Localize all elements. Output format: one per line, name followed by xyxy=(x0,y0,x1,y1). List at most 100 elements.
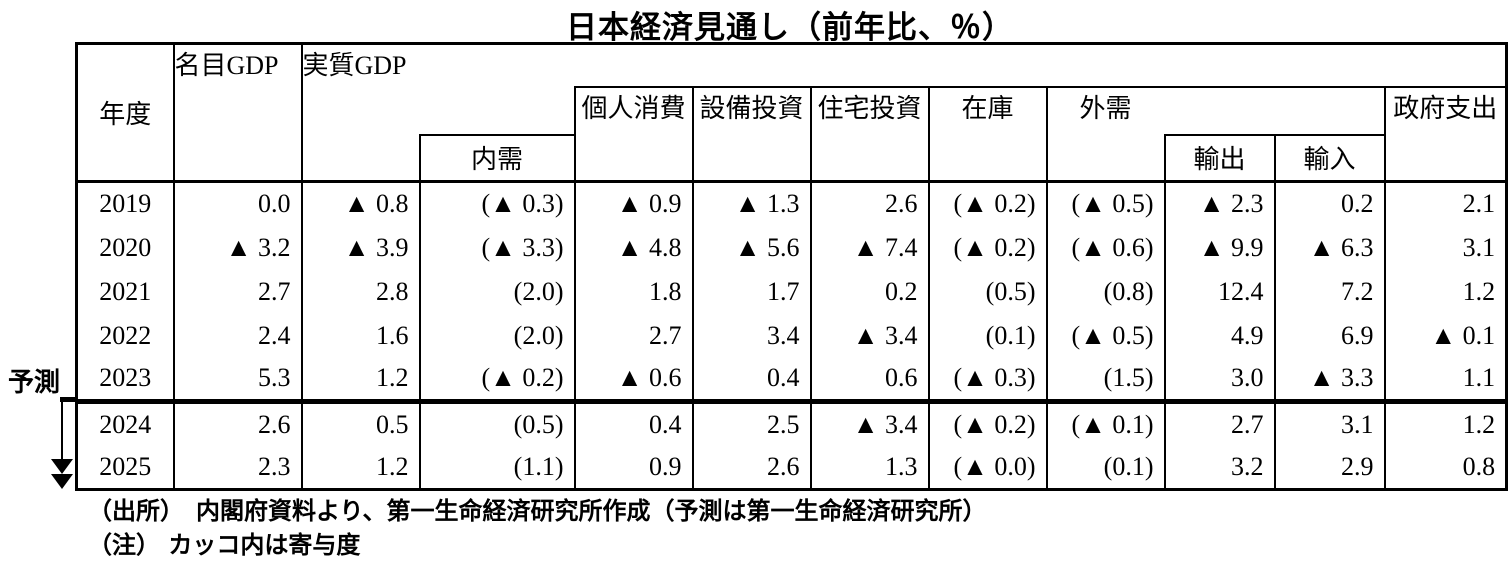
header-spacer xyxy=(1164,85,1386,135)
table-cell: (▲ 0.2) xyxy=(927,399,1048,446)
table-cell: ▲ 2.3 xyxy=(1163,181,1276,226)
col-header-real-gdp: 実質GDP xyxy=(300,43,1508,87)
table-cell: (▲ 0.5) xyxy=(1045,313,1166,358)
col-header-domestic-demand: 内需 xyxy=(418,133,576,183)
table-cell: (▲ 0.2) xyxy=(927,225,1048,270)
table-cell: (▲ 3.3) xyxy=(418,225,576,270)
table-cell: 1.2 xyxy=(300,445,421,490)
table-cell: 2.7 xyxy=(1163,399,1276,446)
table-row-2025-forecast: 2025 2.3 1.2 (1.1) 0.9 2.6 1.3 (▲ 0.0) (… xyxy=(75,445,1508,490)
economic-forecast-table: 年度 名目GDP 実質GDP 個人消費 設備投資 住宅投資 在庫 外需 政府支出… xyxy=(75,42,1508,491)
table-cell: 2.7 xyxy=(573,313,694,358)
table-cell: ▲ 3.4 xyxy=(809,313,930,358)
table-cell: 1.1 xyxy=(1383,357,1508,402)
header-row-2: 個人消費 設備投資 住宅投資 在庫 外需 政府支出 xyxy=(77,85,1508,183)
table-row-2020: 2020 ▲ 3.2 ▲ 3.9 (▲ 3.3) ▲ 4.8 ▲ 5.6 ▲ 7… xyxy=(75,225,1508,270)
table-cell: 1.6 xyxy=(300,313,421,358)
table-cell: (2.0) xyxy=(418,269,576,314)
table-cell: 3.1 xyxy=(1273,399,1386,446)
table-cell: (0.5) xyxy=(418,399,576,446)
col-header-government-spending: 政府支出 xyxy=(1383,85,1508,183)
col-header-personal-consumption: 個人消費 xyxy=(573,85,694,183)
table-cell: 2.6 xyxy=(809,181,930,226)
table-cell: (0.1) xyxy=(1045,445,1166,490)
table-cell: (2.0) xyxy=(418,313,576,358)
table-cell: 2.3 xyxy=(172,445,303,490)
table-cell: 7.2 xyxy=(1273,269,1386,314)
col-header-year: 年度 xyxy=(75,43,175,183)
table-cell: ▲ 3.3 xyxy=(1273,357,1386,402)
table-cell: 2.8 xyxy=(300,269,421,314)
table-cell: 1.8 xyxy=(573,269,694,314)
chart-title: 日本経済見通し（前年比、％） xyxy=(566,10,1014,45)
table-cell: ▲ 0.1 xyxy=(1383,313,1508,358)
table-cell: 1.7 xyxy=(691,269,812,314)
year-cell: 2021 xyxy=(75,269,175,314)
year-cell: 2023 xyxy=(75,357,175,402)
table-cell: 1.2 xyxy=(300,357,421,402)
table-cell: ▲ 7.4 xyxy=(809,225,930,270)
forecast-arrow-line xyxy=(61,399,63,461)
table-cell: ▲ 0.9 xyxy=(573,181,694,226)
table-cell: 0.9 xyxy=(573,445,694,490)
table-cell: (▲ 0.0) xyxy=(927,445,1048,490)
table-cell: ▲ 0.6 xyxy=(573,357,694,402)
header-row-3: 内需 輸出 輸入 xyxy=(77,133,1507,183)
table-cell: (1.5) xyxy=(1045,357,1166,402)
table-cell: 2.1 xyxy=(1383,181,1508,226)
table-cell: (▲ 0.2) xyxy=(418,357,576,402)
table-cell: 0.4 xyxy=(573,399,694,446)
table-cell: (▲ 0.3) xyxy=(927,357,1048,402)
forecast-arrow-down-icon xyxy=(51,474,73,489)
table-cell: ▲ 1.3 xyxy=(691,181,812,226)
table-cell: 5.3 xyxy=(172,357,303,402)
table-cell: 2.9 xyxy=(1273,445,1386,490)
table-cell: ▲ 0.8 xyxy=(300,181,421,226)
table-row-2024-forecast: 2024 2.6 0.5 (0.5) 0.4 2.5 ▲ 3.4 (▲ 0.2)… xyxy=(75,399,1508,446)
table-cell: (0.5) xyxy=(927,269,1048,314)
col-header-inventory: 在庫 xyxy=(927,85,1048,183)
header-row-1: 年度 名目GDP 実質GDP xyxy=(75,43,1508,183)
table-cell: (1.1) xyxy=(418,445,576,490)
table-cell: 0.0 xyxy=(172,181,303,226)
table-cell: ▲ 3.4 xyxy=(809,399,930,446)
table-cell: (0.1) xyxy=(927,313,1048,358)
forecast-divider-extension xyxy=(60,397,78,402)
table-cell: 2.6 xyxy=(691,445,812,490)
table-cell: ▲ 5.6 xyxy=(691,225,812,270)
table-cell: ▲ 6.3 xyxy=(1273,225,1386,270)
table-cell: 4.9 xyxy=(1163,313,1276,358)
col-header-external-demand: 外需 xyxy=(1045,85,1165,183)
forecast-arrow-down-icon xyxy=(51,459,73,474)
remark-note: （注） カッコ内は寄与度 xyxy=(88,531,361,559)
forecast-label: 予測 xyxy=(8,368,61,398)
table-cell: ▲ 3.9 xyxy=(300,225,421,270)
table-cell: 2.7 xyxy=(172,269,303,314)
footnotes: （出所） 内閣府資料より、第一生命経済研究所作成（予測は第一生命経済研究所） （… xyxy=(88,494,987,562)
table-cell: 1.2 xyxy=(1383,269,1508,314)
table-cell: 0.6 xyxy=(809,357,930,402)
table-cell: 2.6 xyxy=(172,399,303,446)
year-cell: 2019 xyxy=(75,181,175,226)
table-cell: 3.0 xyxy=(1163,357,1276,402)
year-cell: 2022 xyxy=(75,313,175,358)
table-cell: 0.4 xyxy=(691,357,812,402)
col-header-capital-investment: 設備投資 xyxy=(691,85,812,183)
table-cell: 0.2 xyxy=(1273,181,1386,226)
table-cell: 3.4 xyxy=(691,313,812,358)
table-cell: (0.8) xyxy=(1045,269,1166,314)
year-cell: 2020 xyxy=(75,225,175,270)
table-cell: 12.4 xyxy=(1163,269,1276,314)
table-cell: 1.3 xyxy=(809,445,930,490)
table-row-2021: 2021 2.7 2.8 (2.0) 1.8 1.7 0.2 (0.5) (0.… xyxy=(75,269,1508,314)
table-cell: (▲ 0.3) xyxy=(418,181,576,226)
table-cell: (▲ 0.5) xyxy=(1045,181,1166,226)
col-header-housing-investment: 住宅投資 xyxy=(809,85,930,183)
table-cell: ▲ 9.9 xyxy=(1163,225,1276,270)
table-cell: 3.1 xyxy=(1383,225,1508,270)
year-cell: 2025 xyxy=(75,445,175,490)
table-cell: 2.5 xyxy=(691,399,812,446)
table-cell: (▲ 0.2) xyxy=(927,181,1048,226)
table-row-2023: 2023 5.3 1.2 (▲ 0.2) ▲ 0.6 0.4 0.6 (▲ 0.… xyxy=(75,357,1508,402)
table-cell: 0.5 xyxy=(300,399,421,446)
